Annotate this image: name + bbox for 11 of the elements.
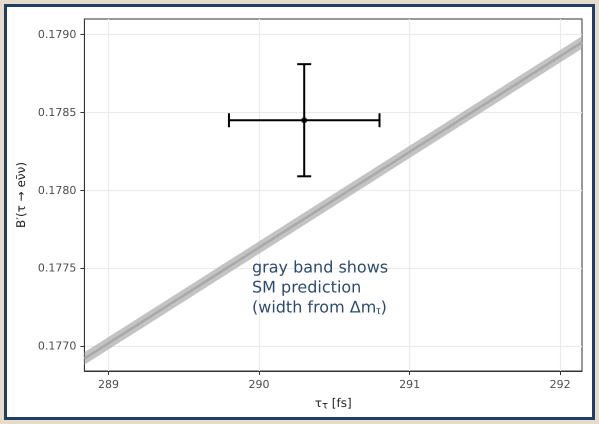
- y-tick-label: 0.1790: [38, 28, 76, 42]
- y-tick-label: 0.1775: [38, 262, 76, 275]
- y-tick-label: 0.1785: [38, 106, 76, 119]
- x-tick-label: 292: [550, 378, 571, 391]
- y-tick-label: 0.1770: [38, 340, 76, 353]
- annotation: gray band shows SM prediction (width from Δmτ): [252, 258, 388, 317]
- y-tick-label: 0.1780: [38, 184, 76, 197]
- y-axis-title: B′(τ → eν̄ν): [14, 162, 28, 228]
- x-tick-label: 291: [399, 378, 420, 391]
- x-tick-label: 290: [248, 378, 270, 391]
- x-tick-label: 289: [98, 378, 119, 391]
